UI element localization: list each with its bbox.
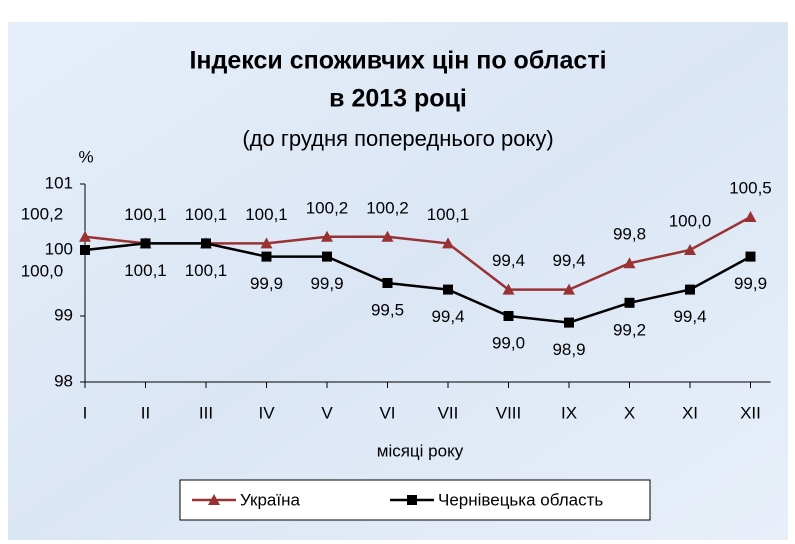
x-tick-label: X — [624, 403, 635, 422]
marker — [261, 251, 272, 262]
x-tick-label: II — [141, 403, 150, 422]
marker — [79, 230, 91, 242]
marker — [623, 257, 636, 269]
legend — [179, 479, 651, 521]
marker — [201, 238, 211, 249]
data-label: 100,1 — [427, 205, 470, 224]
x-tick-label: IX — [561, 403, 577, 422]
y-tick-label: 100 — [45, 239, 73, 258]
x-tick-label: III — [199, 403, 213, 422]
x-tick-label: VI — [379, 403, 395, 422]
x-tick-label: VII — [438, 403, 459, 422]
marker — [503, 311, 514, 321]
marker — [208, 494, 220, 505]
data-label: 99,9 — [250, 274, 283, 293]
marker — [502, 283, 515, 295]
legend-label: Україна — [240, 490, 300, 509]
y-tick-label: 98 — [54, 371, 73, 390]
x-tick-label: V — [321, 403, 333, 422]
data-label: 99,5 — [371, 300, 404, 319]
data-label: 100,1 — [124, 205, 167, 224]
marker — [563, 283, 575, 295]
data-label: 99,9 — [310, 274, 343, 293]
legend-label: Чернівецька область — [438, 490, 603, 509]
marker — [624, 297, 635, 308]
marker — [260, 237, 273, 249]
chart-subtitle: (до грудня попереднього року) — [242, 126, 553, 151]
data-label: 100,2 — [21, 204, 64, 223]
plot-background — [8, 22, 788, 540]
marker — [685, 284, 695, 295]
data-label: 100,1 — [245, 205, 288, 224]
data-label: 100,2 — [366, 198, 409, 217]
y-tick-label: 101 — [45, 173, 73, 192]
marker — [322, 251, 332, 262]
chart-title: Індекси споживчих цін по області — [189, 47, 606, 75]
data-label: 99,8 — [613, 225, 646, 244]
x-axis-label: місяці року — [377, 441, 464, 460]
data-label: 99,2 — [613, 320, 646, 339]
data-label: 100,5 — [729, 178, 772, 197]
marker — [443, 284, 453, 295]
data-label: 100,1 — [124, 261, 167, 280]
data-label: 99,4 — [492, 251, 525, 270]
x-tick-label: I — [83, 403, 88, 422]
data-label: 99,4 — [673, 307, 706, 326]
chart-title: в 2013 році — [329, 85, 467, 113]
series-line — [84, 242, 752, 324]
data-label: 100,1 — [185, 205, 228, 224]
marker — [745, 251, 756, 262]
marker — [564, 317, 574, 328]
data-label: 100,0 — [669, 211, 712, 230]
marker — [684, 244, 696, 255]
data-label: 99,9 — [734, 274, 767, 293]
data-label: 99,4 — [431, 307, 464, 326]
marker — [382, 278, 393, 288]
x-tick-label: IV — [258, 403, 275, 422]
marker — [744, 211, 757, 222]
x-tick-label: VIII — [496, 403, 522, 422]
marker — [80, 245, 90, 255]
x-tick-label: XI — [682, 403, 698, 422]
marker — [442, 237, 454, 249]
x-tick-label: XII — [740, 403, 761, 422]
data-label: 99,4 — [552, 251, 585, 270]
y-axis-label: % — [78, 147, 93, 166]
data-label: 100,1 — [185, 261, 228, 280]
marker — [381, 230, 394, 242]
data-label: 100,2 — [306, 198, 349, 217]
marker — [407, 495, 417, 505]
marker — [140, 238, 151, 249]
data-label: 100,0 — [21, 261, 64, 280]
data-label: 98,9 — [552, 340, 585, 359]
y-tick-label: 99 — [54, 305, 73, 324]
marker — [321, 230, 333, 242]
data-label: 99,0 — [492, 333, 525, 352]
